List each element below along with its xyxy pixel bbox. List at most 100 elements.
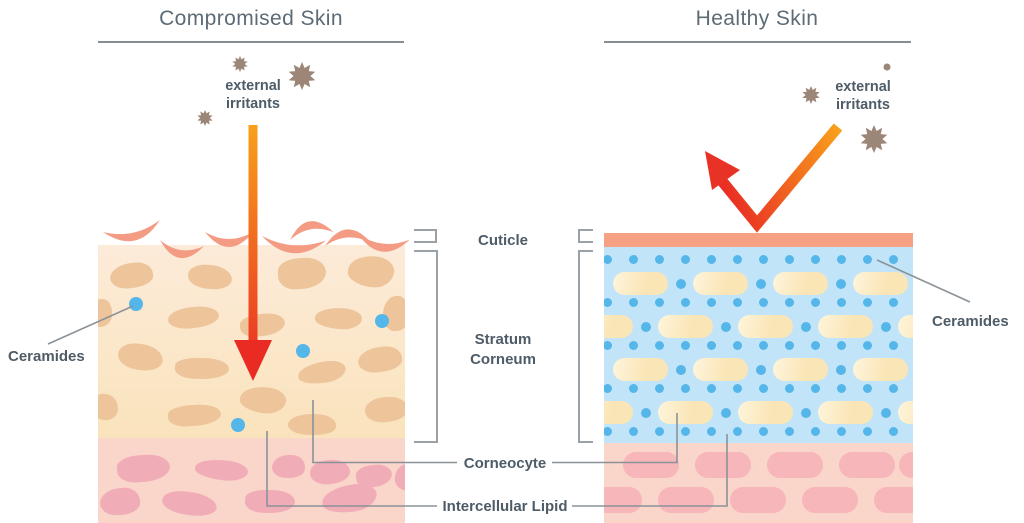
- ceramide-dot: [784, 426, 794, 436]
- ceramide-dot: [784, 383, 794, 393]
- stratum-bracket-left: [414, 250, 438, 443]
- irritant-dot-icon: [883, 63, 891, 71]
- ceramide-dot: [675, 364, 686, 375]
- ceramide-dot: [784, 297, 794, 307]
- corneocyte-shape: [738, 315, 793, 338]
- ceramide-dot: [836, 254, 846, 264]
- dermis-blob: [160, 488, 219, 519]
- ceramide-dot: [654, 254, 664, 264]
- corneocyte-shape: [604, 401, 633, 424]
- ceramide-dot: [706, 297, 716, 307]
- title-underline-left: [98, 41, 404, 43]
- ceramide-dot: [604, 383, 612, 393]
- ceramide-dot: [129, 297, 143, 311]
- corneocyte-shape: [853, 358, 908, 381]
- ceramide-dot: [810, 383, 820, 393]
- dermis-blob: [623, 452, 679, 478]
- compromised-skin-title: Compromised Skin: [159, 7, 343, 30]
- ceramide-dot: [680, 297, 690, 307]
- corneocyte-shape: [773, 272, 828, 295]
- ceramide-dot: [784, 340, 794, 350]
- cuticle-bracket-left: [414, 229, 437, 243]
- dermis-blob: [899, 452, 913, 478]
- irritant-burst-icon: [232, 56, 248, 72]
- corneocyte-shape: [613, 272, 668, 295]
- ceramide-dot: [810, 426, 820, 436]
- ceramide-dot: [888, 426, 898, 436]
- ceramide-dot: [758, 426, 768, 436]
- dermis-blob: [802, 487, 858, 513]
- ceramide-dot: [888, 340, 898, 350]
- ceramide-dot: [628, 383, 638, 393]
- ceramide-dot: [296, 344, 310, 358]
- ceramide-dot: [706, 383, 716, 393]
- dermis-blob: [99, 486, 141, 517]
- corneocyte-shape: [818, 315, 873, 338]
- dermis-layer-healthy: [604, 443, 913, 523]
- ceramide-dot: [732, 297, 742, 307]
- healthy-skin-title: Healthy Skin: [695, 7, 819, 30]
- ceramide-dot: [758, 254, 768, 264]
- irritant-burst-icon: [288, 62, 316, 90]
- ceramide-dot: [835, 278, 846, 289]
- ceramide-dot: [628, 297, 638, 307]
- ceramide-dot: [862, 340, 872, 350]
- irritant-burst-icon: [197, 110, 213, 126]
- ceramide-dot: [706, 426, 716, 436]
- ceramide-dot: [888, 383, 898, 393]
- ceramide-dot: [680, 383, 690, 393]
- corneocyte-shape: [693, 358, 748, 381]
- cuticle-bracket-right: [578, 229, 593, 243]
- ceramide-dot: [810, 297, 820, 307]
- compromised-skin-panel: [98, 222, 405, 523]
- bounce-arrow-icon: [705, 123, 843, 233]
- dermis-layer-compromised: [98, 438, 405, 523]
- corneocyte-shape: [898, 315, 913, 338]
- ceramide-dot: [880, 407, 891, 418]
- dermis-blob: [767, 452, 823, 478]
- ceramide-dot: [680, 340, 690, 350]
- ceramide-dot: [680, 426, 690, 436]
- ceramide-dot: [862, 297, 872, 307]
- ceramide-dot: [604, 340, 612, 350]
- ceramide-dot: [675, 278, 686, 289]
- corneocyte-shape: [818, 401, 873, 424]
- ceramide-dot: [862, 254, 872, 264]
- ceramide-dot: [810, 340, 820, 350]
- dermis-blob: [271, 454, 306, 479]
- ceramide-dot: [758, 297, 768, 307]
- ceramide-dot: [604, 297, 612, 307]
- ceramide-dot: [800, 407, 811, 418]
- corneocyte-shape: [287, 413, 337, 436]
- ceramide-dot: [732, 426, 742, 436]
- ceramide-dot: [640, 321, 651, 332]
- dermis-blob: [658, 487, 714, 513]
- dermis-blob: [394, 462, 405, 492]
- ceramides-label-right: Ceramides: [932, 313, 1009, 330]
- ceramide-dot: [231, 418, 245, 432]
- dermis-blob: [695, 452, 751, 478]
- ceramide-dot: [604, 426, 612, 436]
- ceramide-dot: [880, 321, 891, 332]
- dermis-blob: [730, 487, 786, 513]
- ceramide-dot: [862, 426, 872, 436]
- corneocyte-shape: [898, 401, 913, 424]
- external-irritants-label-right: external irritants: [835, 79, 891, 113]
- irritant-particles: [197, 56, 891, 153]
- dermis-blob: [308, 457, 352, 487]
- ceramide-dot: [784, 254, 794, 264]
- stratum-bracket-right: [578, 250, 593, 443]
- ceramide-dot: [640, 407, 651, 418]
- ceramide-dot: [755, 278, 766, 289]
- ceramide-dot: [375, 314, 389, 328]
- irritant-burst-icon: [860, 125, 888, 153]
- dermis-blob: [193, 456, 250, 484]
- ceramide-dot: [628, 254, 638, 264]
- dermis-blob: [244, 489, 296, 514]
- stratum-corneum-healthy: [604, 247, 913, 443]
- ceramide-dot: [836, 426, 846, 436]
- ceramide-dot: [732, 383, 742, 393]
- external-irritants-label-left: external irritants: [225, 78, 281, 112]
- title-underline-right: [604, 41, 911, 43]
